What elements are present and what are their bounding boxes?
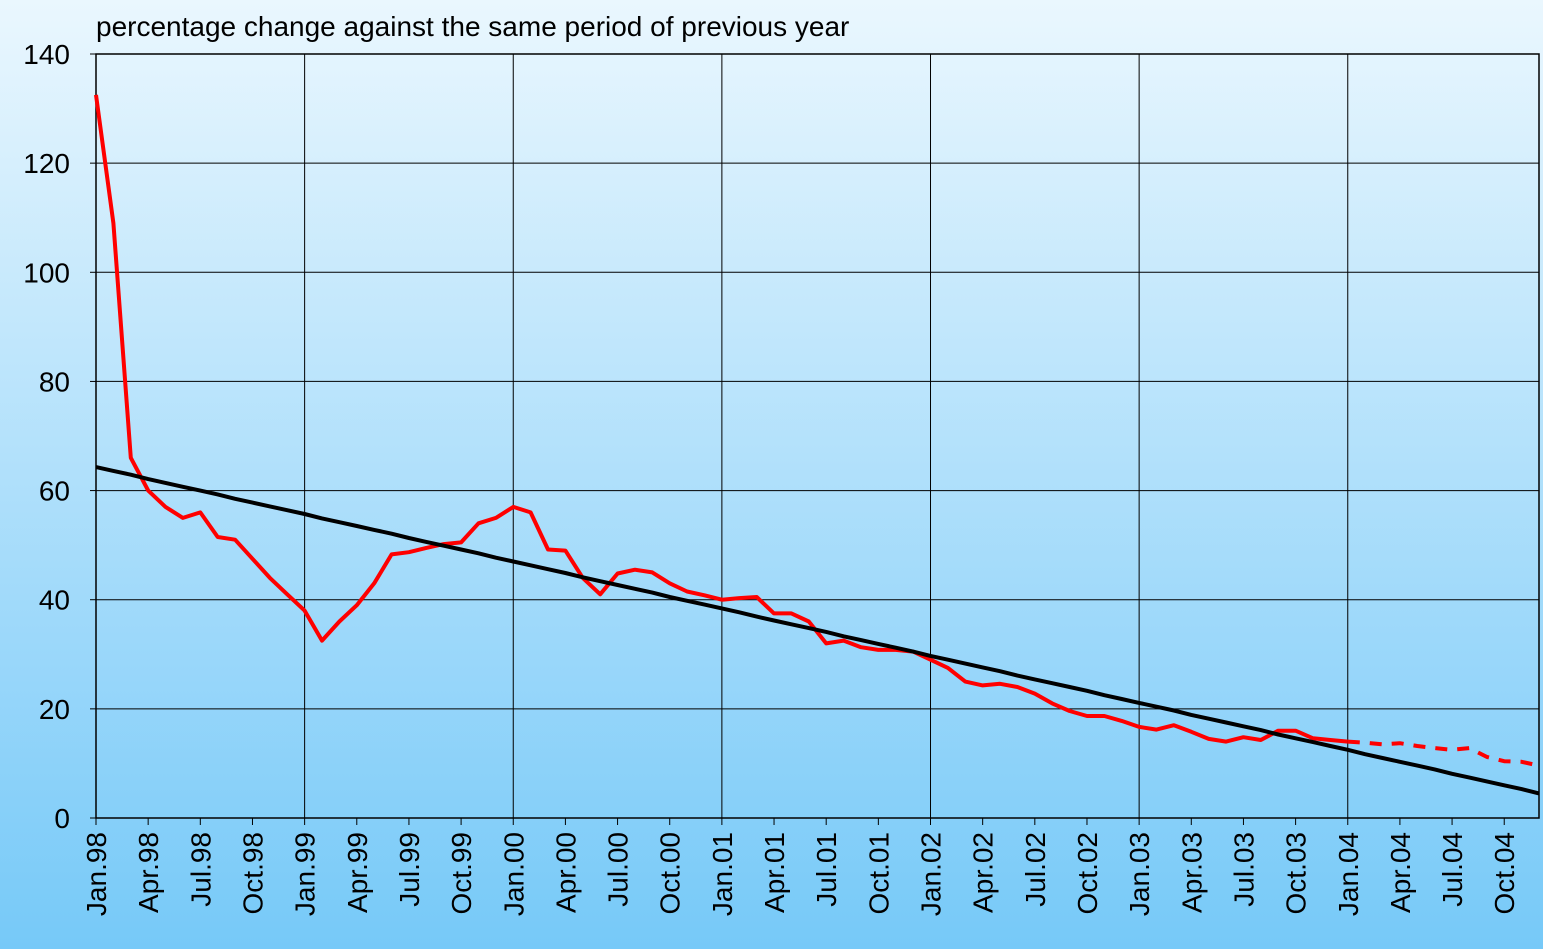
x-tick-label: Jul.01	[811, 832, 842, 907]
x-tick-label: Jul.03	[1228, 832, 1259, 907]
x-tick-label: Jan.98	[81, 832, 112, 916]
x-tick-label: Jul.02	[1020, 832, 1051, 907]
x-tick-label: Apr.98	[133, 832, 164, 913]
x-tick-label: Oct.98	[237, 832, 268, 914]
x-tick-label: Jul.00	[603, 832, 634, 907]
y-tick-label: 60	[39, 476, 70, 507]
x-tick-label: Oct.04	[1489, 832, 1520, 914]
x-tick-label: Apr.02	[968, 832, 999, 913]
y-tick-label: 40	[39, 585, 70, 616]
line-series	[95, 465, 1540, 796]
x-tick-label: Jan.01	[707, 832, 738, 916]
x-tick-label: Jan.03	[1124, 832, 1155, 916]
x-tick-label: Jul.98	[185, 832, 216, 907]
x-tick-label: Apr.03	[1176, 832, 1207, 913]
x-tick-label: Oct.03	[1281, 832, 1312, 914]
y-tick-label: 0	[54, 803, 70, 834]
x-tick-label: Jul.99	[394, 832, 425, 907]
x-tick-label: Jul.04	[1437, 832, 1468, 907]
x-tick-label: Oct.02	[1072, 832, 1103, 914]
x-tick-label: Jan.99	[290, 832, 321, 916]
x-tick-label: Oct.01	[863, 832, 894, 914]
y-tick-label: 140	[23, 39, 70, 70]
x-tick-label: Apr.01	[759, 832, 790, 913]
x-tick-label: Jan.04	[1333, 832, 1364, 916]
x-tick-label: Jan.00	[498, 832, 529, 916]
x-tick-label: Apr.00	[550, 832, 581, 913]
line-series	[1347, 739, 1540, 768]
y-tick-label: 20	[39, 694, 70, 725]
x-tick-label: Oct.00	[655, 832, 686, 914]
line-series	[94, 94, 1348, 744]
x-tick-label: Jan.02	[916, 832, 947, 916]
y-tick-label: 100	[23, 257, 70, 288]
chart-title: percentage change against the same perio…	[96, 11, 849, 42]
plot-frame	[95, 53, 1540, 819]
x-tick-label: Apr.99	[342, 832, 373, 913]
y-tick-label: 80	[39, 366, 70, 397]
y-tick-label: 120	[23, 148, 70, 179]
x-tick-label: Apr.04	[1385, 832, 1416, 913]
x-tick-label: Oct.99	[446, 832, 477, 914]
